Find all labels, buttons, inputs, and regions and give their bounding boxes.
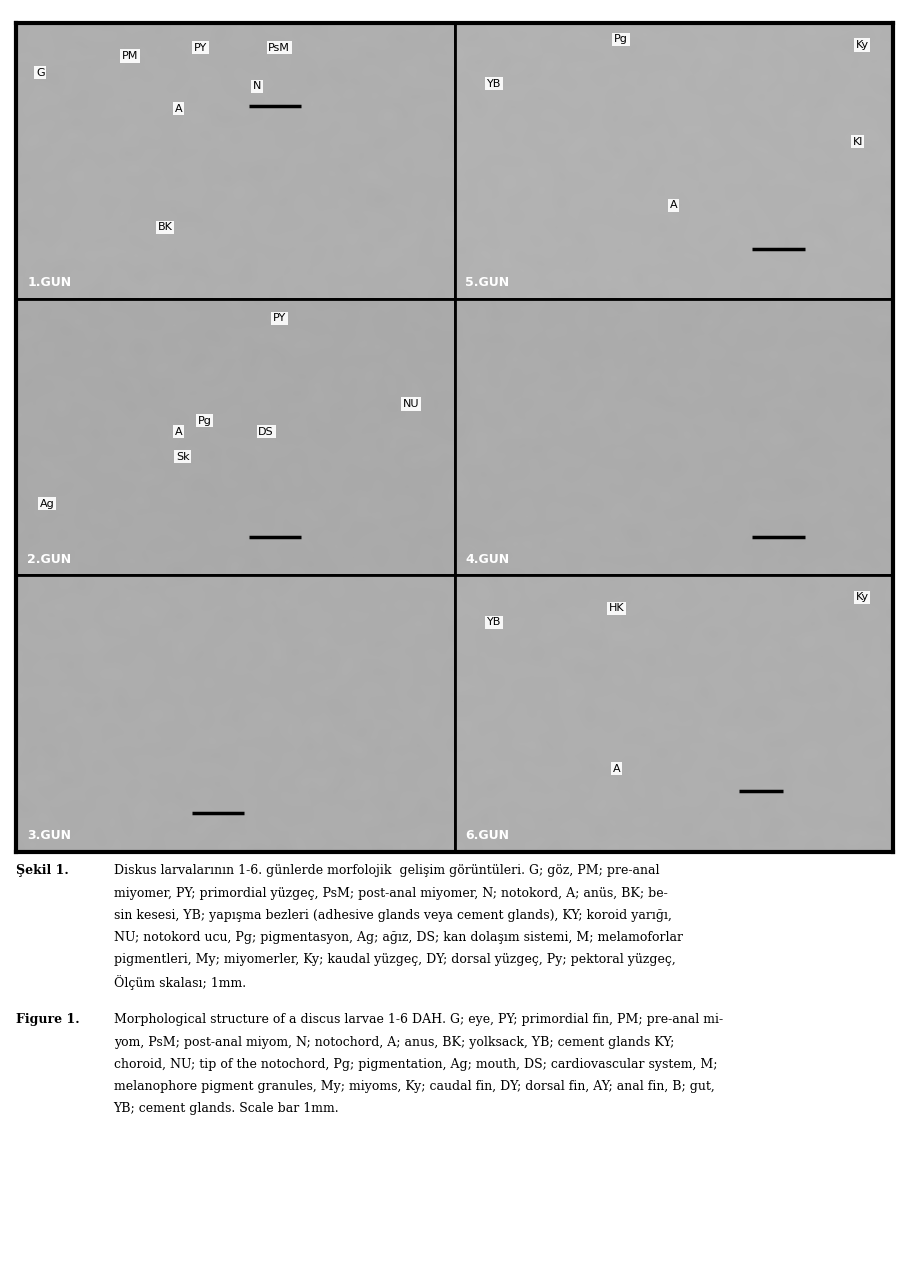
Text: N: N — [253, 81, 262, 92]
Text: 4.GUN: 4.GUN — [465, 553, 510, 566]
Text: 2.GUN: 2.GUN — [27, 553, 72, 566]
Text: PY: PY — [194, 43, 207, 52]
Text: A: A — [670, 201, 677, 210]
Text: Morphological structure of a discus larvae 1-6 DAH. G; eye, PY; primordial fin, : Morphological structure of a discus larv… — [114, 1013, 723, 1026]
Text: YB; cement glands. Scale bar 1mm.: YB; cement glands. Scale bar 1mm. — [114, 1102, 339, 1115]
Text: Sk: Sk — [176, 451, 190, 461]
Text: 1.GUN: 1.GUN — [27, 276, 72, 290]
Text: choroid, NU; tip of the notochord, Pg; pigmentation, Ag; mouth, DS; cardiovascul: choroid, NU; tip of the notochord, Pg; p… — [114, 1057, 717, 1070]
Text: Pg: Pg — [198, 416, 212, 426]
Text: melanophore pigment granules, My; miyoms, Ky; caudal fin, DY; dorsal fin, AY; an: melanophore pigment granules, My; miyoms… — [114, 1080, 714, 1093]
Text: DS: DS — [258, 427, 274, 437]
Text: HK: HK — [609, 604, 624, 614]
Text: YB: YB — [486, 79, 501, 89]
Text: PsM: PsM — [268, 43, 290, 52]
Text: yom, PsM; post-anal miyom, N; notochord, A; anus, BK; yolksack, YB; cement gland: yom, PsM; post-anal miyom, N; notochord,… — [114, 1036, 674, 1049]
Text: Kl: Kl — [853, 137, 863, 146]
Text: A: A — [175, 103, 183, 113]
Text: 3.GUN: 3.GUN — [27, 829, 71, 841]
Text: NU; notokord ucu, Pg; pigmentasyon, Ag; ağız, DS; kan dolaşım sistemi, M; melamo: NU; notokord ucu, Pg; pigmentasyon, Ag; … — [114, 930, 683, 944]
Text: sin kesesi, YB; yapışma bezleri (adhesive glands veya cement glands), KY; koroid: sin kesesi, YB; yapışma bezleri (adhesiv… — [114, 909, 672, 921]
Text: A: A — [175, 427, 183, 437]
Text: Diskus larvalarının 1-6. günlerde morfolojik  gelişim görüntüleri. G; göz, PM; p: Diskus larvalarının 1-6. günlerde morfol… — [114, 864, 659, 877]
Text: Figure 1.: Figure 1. — [16, 1013, 80, 1026]
Text: Şekil 1.: Şekil 1. — [16, 864, 69, 877]
Text: Ky: Ky — [855, 39, 868, 50]
Text: Pg: Pg — [614, 34, 628, 44]
Text: BK: BK — [158, 222, 173, 233]
Text: PM: PM — [122, 51, 138, 61]
Text: pigmentleri, My; miyomerler, Ky; kaudal yüzgeç, DY; dorsal yüzgeç, Py; pektoral : pigmentleri, My; miyomerler, Ky; kaudal … — [114, 953, 675, 966]
Text: PY: PY — [273, 314, 285, 323]
Text: NU: NU — [403, 399, 419, 409]
Text: G: G — [36, 67, 45, 78]
Text: A: A — [613, 764, 621, 774]
Text: Ky: Ky — [855, 592, 868, 602]
Text: miyomer, PY; primordial yüzgeç, PsM; post-anal miyomer, N; notokord, A; anüs, BK: miyomer, PY; primordial yüzgeç, PsM; pos… — [114, 887, 667, 900]
Text: 6.GUN: 6.GUN — [465, 829, 509, 841]
Text: 5.GUN: 5.GUN — [465, 276, 510, 290]
Text: Ölçüm skalası; 1mm.: Ölçüm skalası; 1mm. — [114, 976, 245, 990]
Text: YB: YB — [486, 618, 501, 628]
Text: Ag: Ag — [40, 498, 55, 508]
